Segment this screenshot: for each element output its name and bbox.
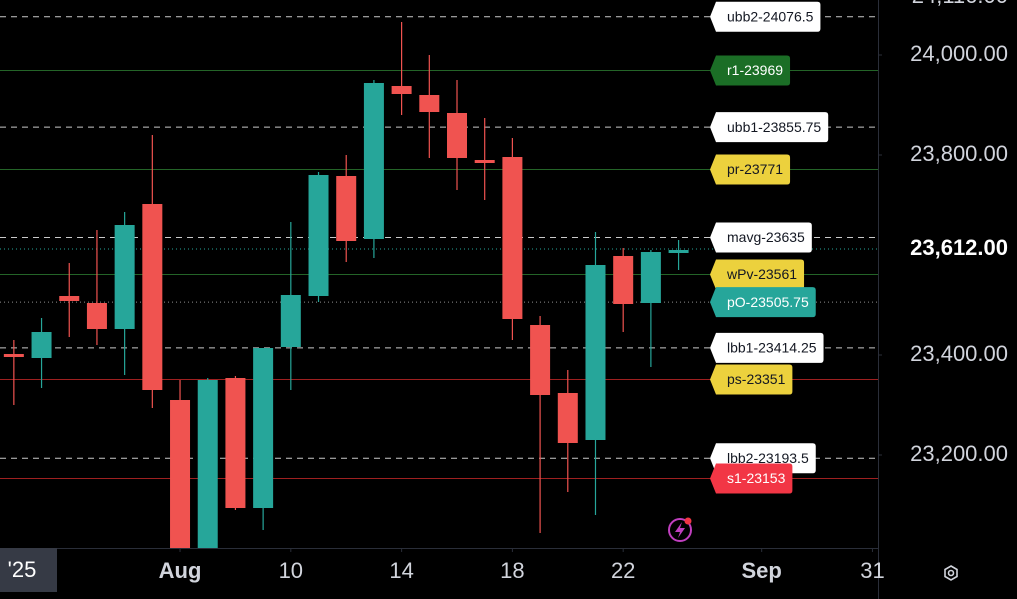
candles [3,22,689,548]
candle-body [363,83,384,239]
level-tag-box [710,55,791,86]
candle-body [308,175,329,296]
level-tag-box [710,463,793,494]
level-tag: ps-23351 [710,364,793,395]
alert-icon[interactable] [668,517,692,542]
candle-body [225,378,246,508]
level-tag: mavg-23635 [710,222,812,253]
level-tag-label: lbb2-23193.5 [727,450,809,466]
candle-body [640,252,661,303]
x-tick-label: 18 [500,558,524,583]
level-tag-label: ubb1-23855.75 [727,119,821,135]
candle-body [391,86,412,94]
x-tick-label: 31 [860,558,884,583]
y-tick-label: 24,116.00 [912,0,1008,8]
candle-body [114,225,135,329]
candle-body [59,296,80,301]
crosshair-time-box [0,548,57,592]
x-tick-label: 14 [389,558,413,583]
level-tag-label: pr-23771 [727,161,783,177]
candle-body [557,393,578,443]
level-tag-box [710,222,812,253]
x-tick-label: 10 [279,558,303,583]
candle-body [447,113,468,158]
price-axis: 24,116.00 24,000.00 23,800.00 23,400.00 23,2… [878,0,1017,466]
crosshair-time-label: '25 [8,557,37,582]
candle-body [142,204,163,390]
candle-body [419,95,440,112]
candle-body [280,295,301,347]
candle-body [613,256,634,304]
level-tag-label: wPv-23561 [726,266,797,282]
level-tag-label: lbb1-23414.25 [727,340,817,356]
level-tag-box [710,112,829,143]
candle-body [253,348,274,508]
candle-body [197,380,218,548]
level-tag: pr-23771 [710,154,791,185]
level-tag-label: ps-23351 [727,371,786,387]
last-price-label: 23,612.00 [910,235,1008,260]
level-tag-label: ubb2-24076.5 [727,8,814,24]
level-tag-label: s1-23153 [727,470,786,486]
level-tag-box [710,364,793,395]
level-tag: pO-23505.75 [710,287,816,318]
candle-body [474,160,495,163]
y-tick-label: 23,200.00 [910,441,1008,466]
settings-icon[interactable] [944,565,958,581]
level-tag-label: mavg-23635 [727,229,805,245]
level-tag: lbb1-23414.25 [710,332,824,363]
y-tick-label: 24,000.00 [910,41,1008,66]
candle-body [170,400,191,548]
level-tags: ubb2-24076.5 r1-23969 ubb1-23855.75 pr-2377… [710,1,829,494]
level-tag-box [710,154,791,185]
level-tag-box [710,287,816,318]
level-tag: s1-23153 [710,463,793,494]
y-tick-label: 23,400.00 [910,341,1008,366]
candle-body [502,157,523,319]
level-tag-box [710,259,805,290]
y-tick-label: 23,800.00 [910,141,1008,166]
x-tick-label: 22 [611,558,635,583]
level-tag: ubb2-24076.5 [710,1,821,32]
time-axis: Aug 10 14 18 22 Sep 31 [159,548,885,583]
level-tag-label: r1-23969 [727,62,783,78]
level-tag: r1-23969 [710,55,791,86]
level-tag-box [710,1,821,32]
x-tick-label: Aug [159,558,202,583]
candle-body [31,332,52,358]
candle-body [3,354,24,357]
candle-body [668,250,689,253]
candle-body [336,176,357,241]
candle-body [585,265,606,440]
level-tag-box [710,332,824,363]
level-tag-label: pO-23505.75 [727,294,809,310]
candle-body [530,325,551,395]
level-tag: ubb1-23855.75 [710,112,829,143]
candle-body [86,303,107,329]
last-price-box [884,233,1017,265]
level-tag: wPv-23561 [710,259,805,290]
x-tick-label: Sep [741,558,781,583]
